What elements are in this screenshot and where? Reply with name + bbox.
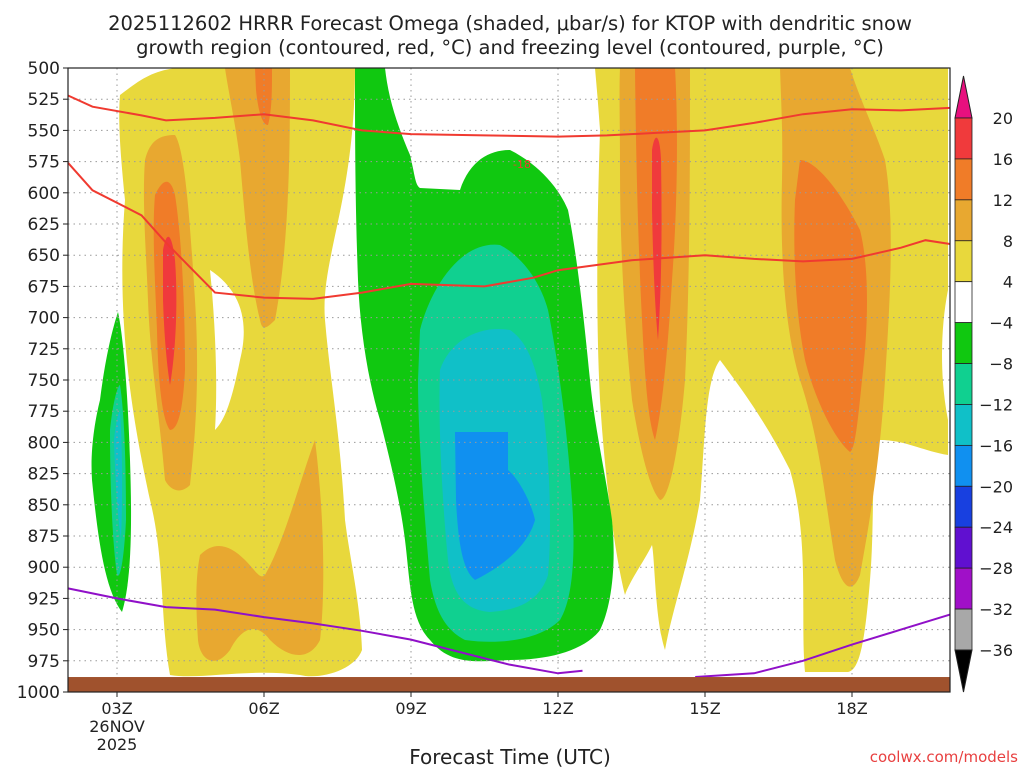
colorbar-segment — [954, 444, 973, 487]
colorbar-label: −4 — [989, 314, 1013, 333]
colorbar-segment — [954, 117, 973, 160]
colorbar-label: −36 — [979, 641, 1013, 660]
x-tick-year-label: 2025 — [97, 735, 138, 754]
colorbar-segment — [954, 158, 973, 201]
y-tick-label: 900 — [28, 558, 60, 578]
colorbar-label: 20 — [993, 109, 1013, 128]
chart-title-line1: 2025112602 HRRR Forecast Omega (shaded, … — [108, 12, 912, 35]
x-tick-label: 09Z — [395, 699, 426, 718]
ground-surface — [68, 677, 950, 692]
x-tick-label: 03Z — [101, 699, 132, 718]
x-tick-label: 06Z — [248, 699, 279, 718]
omega-16-negative-region — [455, 432, 535, 580]
y-tick-label: 825 — [28, 465, 60, 485]
y-tick-label: 950 — [28, 621, 60, 641]
colorbar-label: −20 — [979, 477, 1013, 496]
colorbar-label: −16 — [979, 436, 1013, 455]
y-axis-ticks: 500 525 550 575 600 625 650 675 700 725 750 775 800 8… — [17, 59, 68, 703]
y-tick-label: 725 — [28, 340, 60, 360]
contour-line — [695, 613, 951, 678]
omega-12-negative-region-west — [114, 411, 123, 540]
x-tick-label: 12Z — [542, 699, 573, 718]
contour-line — [67, 587, 583, 675]
chart-title-line2: growth region (contoured, red, °C) and f… — [136, 36, 884, 59]
x-tick-label: 15Z — [689, 699, 720, 718]
y-tick-label: 700 — [28, 309, 60, 329]
colorbar-segment — [954, 240, 973, 283]
omega-8-region-west-b — [225, 68, 290, 328]
colorbar-label: 12 — [993, 191, 1013, 210]
colorbar-bottom-arrow — [954, 649, 973, 693]
omega-16-region-west — [163, 236, 177, 385]
y-tick-label: 875 — [28, 527, 60, 547]
x-tick-label: 18Z — [836, 699, 867, 718]
plot-grid — [68, 68, 950, 692]
y-tick-label: 500 — [28, 59, 60, 79]
y-tick-label: 550 — [28, 121, 60, 141]
x-axis-label: Forecast Time (UTC) — [409, 745, 611, 768]
colorbar-label: 4 — [1003, 273, 1013, 292]
y-tick-label: 525 — [28, 90, 60, 110]
omega-white-hole-1 — [210, 270, 244, 430]
contour-lines — [67, 94, 951, 678]
y-tick-label: 625 — [28, 215, 60, 235]
colorbar-segment — [954, 404, 973, 446]
colorbar-top-arrow — [954, 75, 973, 119]
contour-line — [67, 162, 951, 300]
colorbar-segment — [954, 281, 973, 324]
dgz-contour-label: -18 — [513, 158, 531, 171]
omega-white-hole-2 — [68, 300, 110, 692]
colorbar-label: −28 — [979, 559, 1013, 578]
colorbar-segment — [954, 199, 973, 242]
credit-text: coolwx.com/models — [870, 748, 1018, 766]
colorbar-label: −8 — [989, 355, 1013, 374]
x-tick-date-label: 26NOV — [89, 717, 145, 736]
y-tick-label: 975 — [28, 652, 60, 672]
contour-line — [67, 94, 951, 138]
y-tick-label: 775 — [28, 402, 60, 422]
y-tick-label: 650 — [28, 246, 60, 266]
y-tick-label: 925 — [28, 589, 60, 609]
y-tick-label: 600 — [28, 184, 60, 204]
colorbar-segment — [954, 567, 973, 610]
omega-12-region-east-b — [794, 160, 867, 452]
y-tick-label: 750 — [28, 371, 60, 391]
colorbar-label: −24 — [979, 518, 1013, 537]
omega-16-region-east — [652, 137, 662, 340]
colorbar-label: −32 — [979, 600, 1013, 619]
colorbar-segment — [954, 526, 973, 569]
omega-8-region-low — [196, 440, 324, 661]
colorbar-segment — [954, 363, 973, 405]
colorbar-segment — [954, 485, 973, 528]
colorbar-label: 16 — [993, 150, 1013, 169]
colorbar-label: −12 — [979, 395, 1013, 414]
y-tick-label: 1000 — [17, 683, 60, 703]
y-tick-label: 575 — [28, 153, 60, 173]
colorbar-label: 8 — [1003, 232, 1013, 251]
colorbar-segment — [954, 322, 973, 364]
y-tick-label: 800 — [28, 433, 60, 453]
colorbar-segment — [954, 608, 973, 651]
colorbar: 20 16 12 8 4 −4 −8 −12 −16 −20 −24 −28 −32 −36 — [954, 75, 1013, 693]
omega-shading — [68, 68, 948, 692]
y-tick-label: 850 — [28, 496, 60, 516]
y-tick-label: 675 — [28, 277, 60, 297]
